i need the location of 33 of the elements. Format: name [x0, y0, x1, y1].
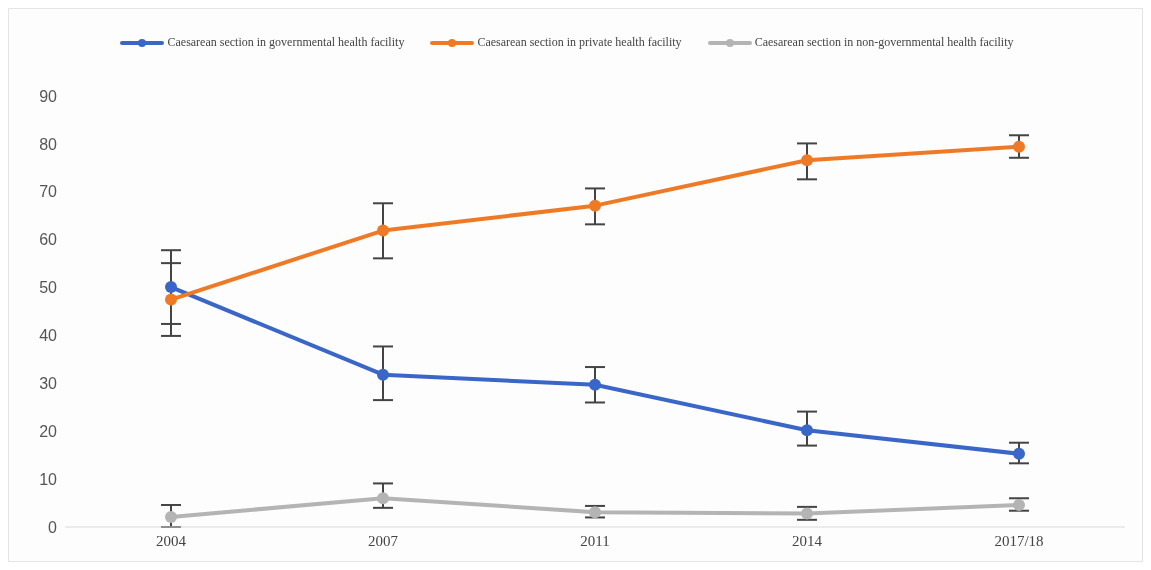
point [377, 224, 389, 237]
x-tick-label: 2011 [580, 532, 610, 549]
point [801, 507, 813, 520]
y-tick-label: 80 [39, 135, 58, 153]
point [377, 368, 389, 381]
point [165, 510, 177, 523]
point [1013, 140, 1025, 153]
point [1013, 447, 1025, 460]
y-tick-label: 60 [39, 231, 58, 249]
point [801, 424, 813, 437]
legend-label: Caesarean section in private health facility [477, 35, 682, 50]
point [1013, 498, 1025, 511]
x-tick-label: 2014 [792, 532, 823, 549]
y-tick-label: 0 [48, 518, 58, 536]
point [589, 199, 601, 212]
y-tick-label: 40 [39, 327, 58, 345]
point [377, 492, 389, 505]
point [801, 154, 813, 167]
x-tick-label: 2004 [156, 532, 187, 549]
x-tick-label: 2007 [368, 532, 399, 549]
point [589, 506, 601, 519]
legend-label: Caesarean section in non-governmental health facility [754, 35, 1014, 50]
point [165, 293, 177, 306]
point [165, 281, 177, 294]
y-tick-label: 20 [39, 422, 58, 440]
y-tick-label: 90 [39, 87, 58, 105]
y-tick-label: 10 [39, 470, 58, 488]
y-tick-label: 50 [39, 279, 58, 297]
x-tick-label: 2017/18 [994, 532, 1044, 549]
point [589, 378, 601, 391]
y-tick-label: 70 [39, 183, 58, 201]
y-tick-label: 30 [39, 375, 58, 393]
legend-label: Caesarean section in governmental health facility [167, 35, 405, 50]
